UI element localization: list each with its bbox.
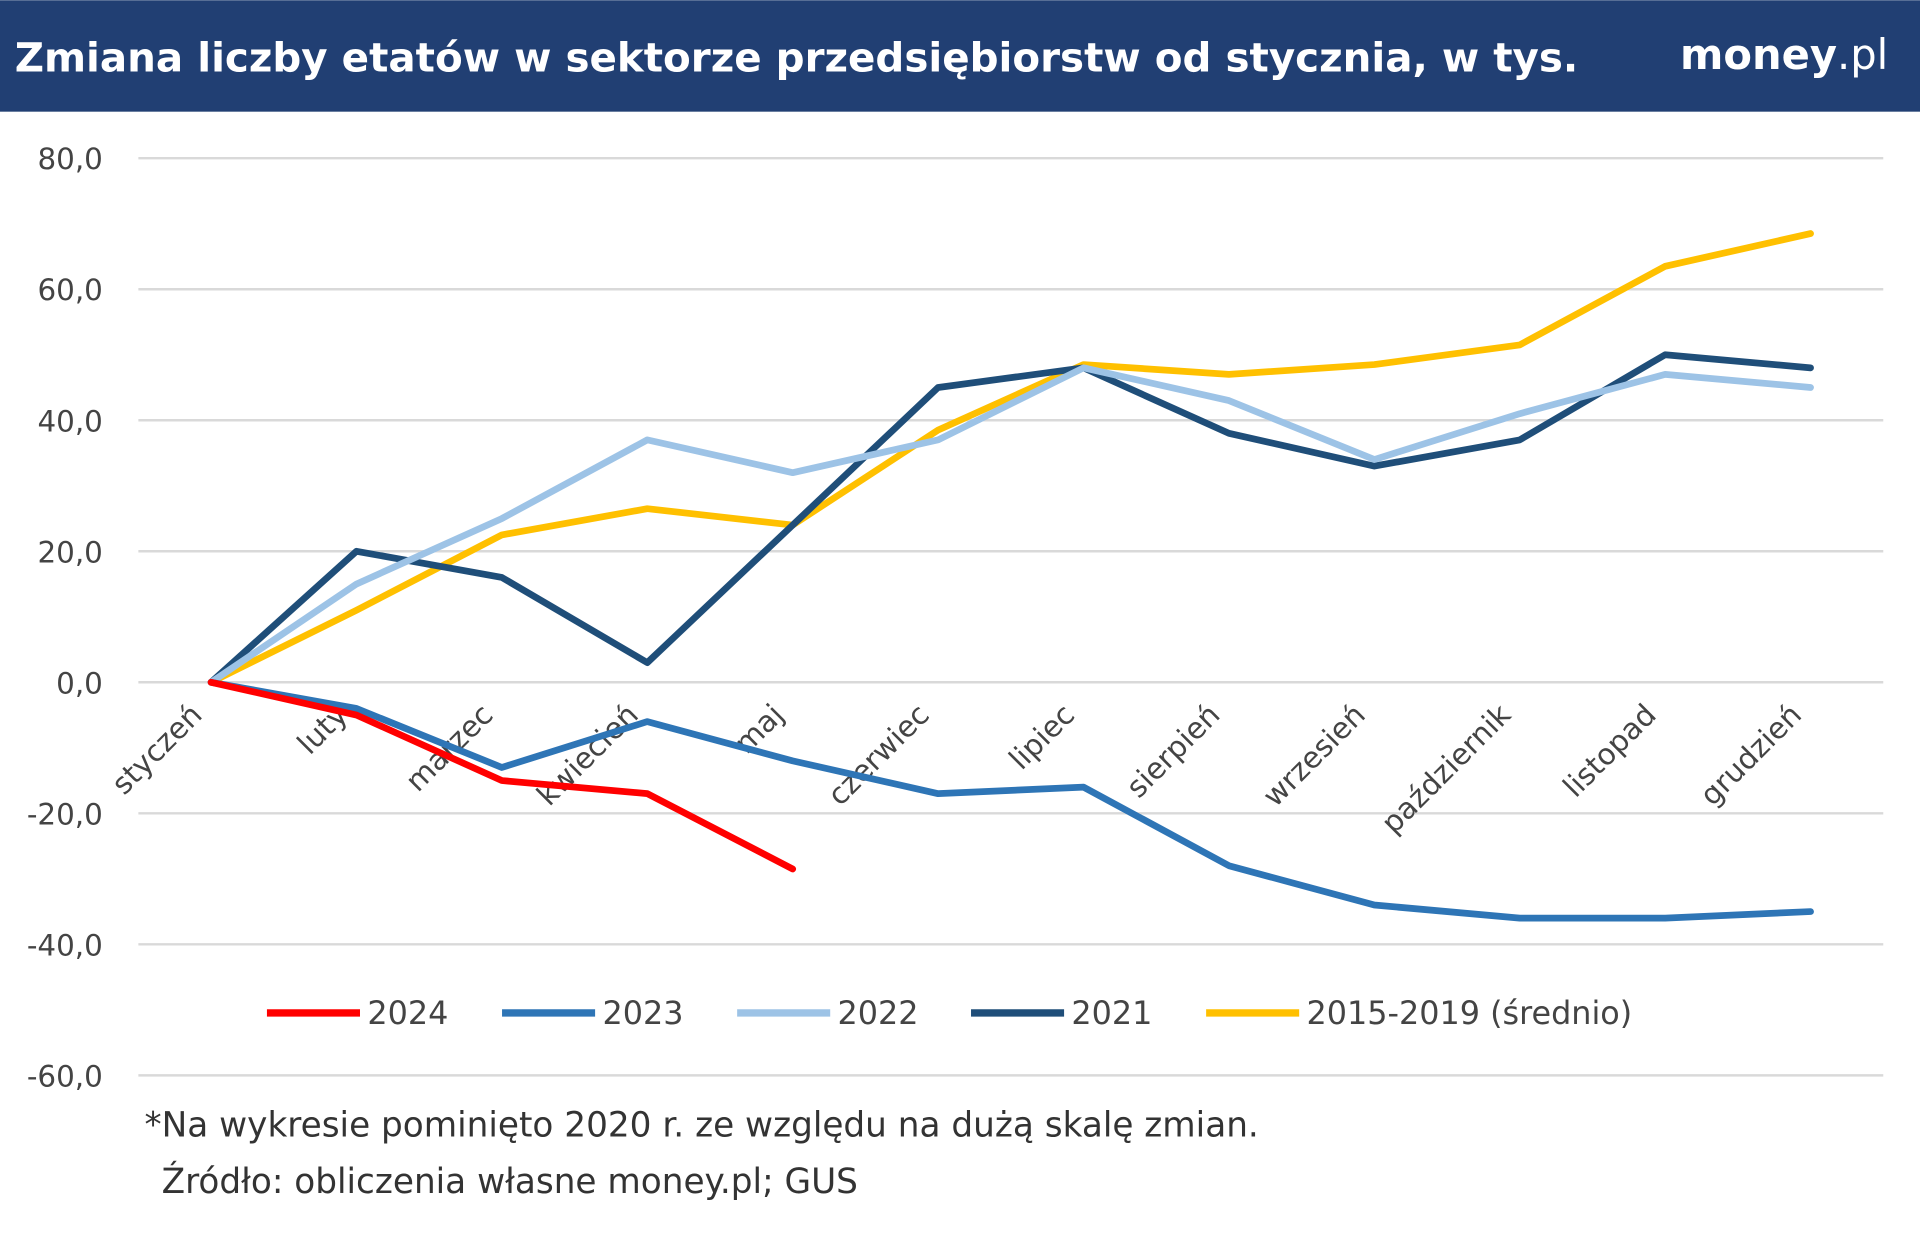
legend-item: 2023 (502, 994, 683, 1032)
series-line-2022 (207, 364, 1814, 686)
source-note: Źródło: obliczenia własne money.pl; GUS (162, 1161, 858, 1202)
money-pl-logo: money.pl (1680, 30, 1888, 79)
legend-label: 2015-2019 (średnio) (1307, 994, 1633, 1032)
x-tick-label: grudzień (1693, 697, 1808, 812)
y-tick-label: 0,0 (56, 666, 103, 700)
header-bar (0, 0, 1920, 112)
y-tick-label: 20,0 (37, 535, 102, 569)
x-tick-label: sierpień (1120, 697, 1227, 804)
legend-label: 2024 (367, 994, 448, 1032)
legend-label: 2023 (602, 994, 683, 1032)
y-tick-label: 40,0 (37, 404, 102, 438)
series-line-2024 (207, 678, 797, 873)
y-tick-label: -20,0 (27, 797, 103, 831)
legend-item: 2021 (971, 994, 1152, 1032)
legend-label: 2021 (1071, 994, 1152, 1032)
y-tick-label: -60,0 (27, 1059, 103, 1093)
series-line-2023 (207, 678, 1814, 922)
svg-text:money.pl: money.pl (1680, 30, 1888, 79)
x-tick-label: październik (1375, 697, 1518, 840)
y-tick-label: 60,0 (37, 273, 102, 307)
legend-item: 2022 (737, 994, 919, 1032)
x-tick-label: styczeń (105, 697, 209, 801)
x-tick-label: wrzesień (1256, 697, 1372, 813)
y-tick-label: 80,0 (37, 142, 102, 176)
legend-label: 2022 (838, 994, 919, 1032)
x-tick-label: lipiec (1002, 697, 1081, 776)
y-tick-label: -40,0 (27, 928, 103, 962)
series-line-2015-2019-rednio- (207, 230, 1814, 686)
x-tick-label: czerwiec (821, 697, 936, 812)
legend-item: 2024 (266, 994, 448, 1032)
x-tick-label: listopad (1556, 697, 1662, 803)
chart-title: Zmiana liczby etatów w sektorze przedsię… (15, 33, 1579, 81)
legend-item: 2015-2019 (średnio) (1206, 994, 1632, 1032)
footnote: *Na wykresie pominięto 2020 r. ze względ… (144, 1106, 1258, 1146)
series-line-2021 (207, 351, 1814, 686)
